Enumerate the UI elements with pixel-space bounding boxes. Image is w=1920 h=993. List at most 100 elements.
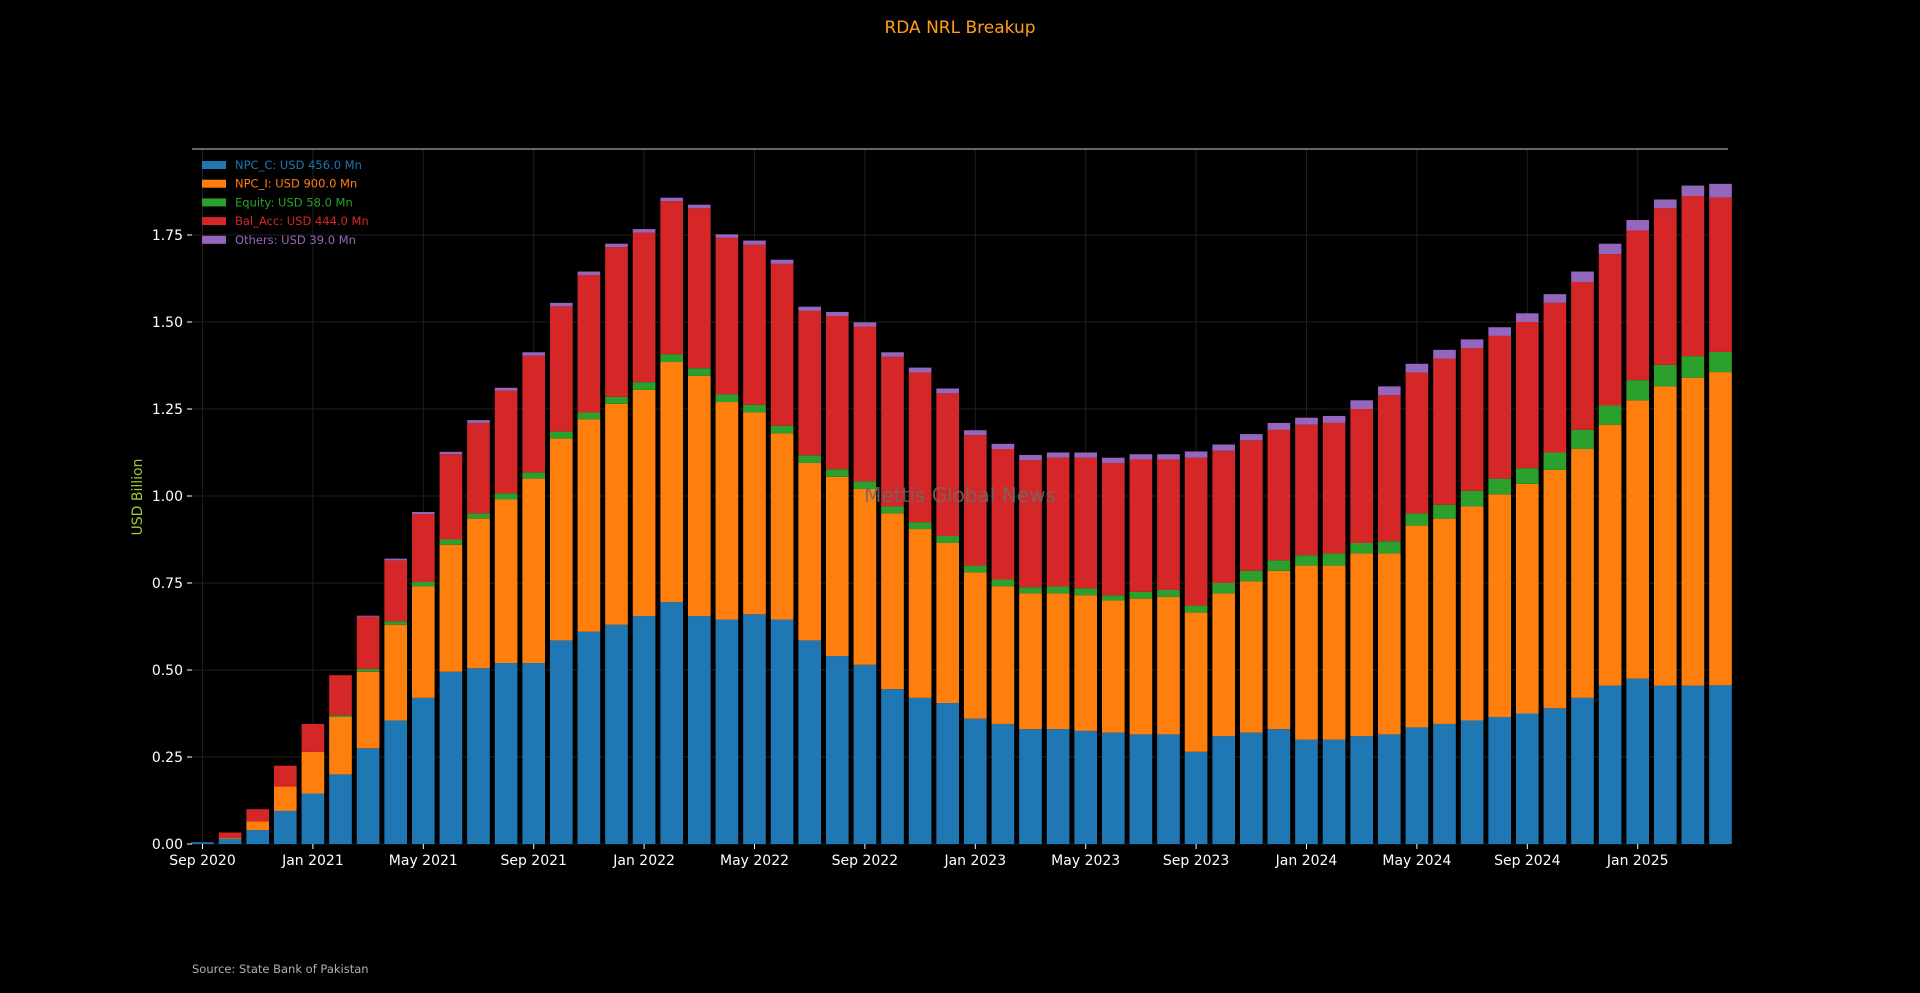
bar-segment-others [991,443,1015,450]
bar-segment-npc-i [632,389,656,617]
bar-segment-npc-i [1212,593,1236,737]
bar-segment-bal-acc [1377,395,1401,542]
bar-segment-equity [1515,468,1539,484]
bar-segment-equity [1322,553,1346,566]
bar-segment-others [798,306,822,311]
bar-segment-npc-c [384,720,408,844]
bar-segment-others [1377,386,1401,396]
bar-segment-npc-i [743,412,766,615]
bar-segment-equity [1046,586,1070,594]
bar-segment-others [908,367,932,373]
bar-segment-others [1239,434,1263,441]
bar-segment-equity [1460,490,1484,507]
bar-segment-bal-acc [577,275,601,413]
bar-segment-npc-i [1101,600,1125,733]
bar-segment-equity [549,431,573,439]
bar-segment-npc-i [384,624,408,721]
bar-segment-equity [991,579,1015,587]
bar-segment-others [1515,313,1539,322]
bar-segment-npc-c [356,748,380,844]
bar-segment-others [936,388,960,394]
bar-segment-npc-i [798,462,822,641]
bar-segment-npc-c [687,616,711,844]
bar-segment-bal-acc [991,449,1015,580]
bar-segment-equity [1709,351,1732,373]
bar-segment-others [1157,454,1180,460]
legend-swatch [202,161,226,169]
bar-segment-bal-acc [881,356,904,507]
bar-segment-npc-c [908,697,932,844]
bar-segment-npc-c [632,616,656,844]
bar-segment-bal-acc [1709,197,1732,352]
bar-segment-npc-i [715,402,739,620]
bar-segment-bal-acc [273,765,297,787]
bar-segment-npc-i [1709,372,1732,686]
bar-segment-npc-c [1074,730,1098,844]
bar-segment-bal-acc [411,514,435,582]
x-tick-label: Jan 2024 [1275,853,1338,869]
bar-segment-npc-c [1681,685,1705,844]
bar-segment-npc-i [936,542,960,704]
bar-segment-equity [411,581,435,587]
bar-segment-npc-c [1433,723,1456,844]
bar-segment-bal-acc [1460,348,1484,491]
y-tick-label: 1.00 [152,489,183,505]
legend-label: Bal_Acc: USD 444.0 Mn [235,214,369,228]
bar-segment-equity [1653,364,1677,387]
bar-segment-npc-c [1709,685,1732,844]
bar-segment-bal-acc [1350,409,1374,543]
bar-segment-bal-acc [936,393,960,537]
bar-segment-bal-acc [963,435,987,566]
bar-segment-bal-acc [356,616,380,669]
bar-segment-bal-acc [715,237,739,395]
bar-segment-equity [825,469,849,477]
bar-segment-bal-acc [1101,462,1125,596]
bar-segment-npc-c [1239,732,1263,844]
legend-swatch [202,217,226,226]
y-tick-label: 1.50 [152,315,183,331]
bar-segment-npc-i [687,375,711,617]
x-tick-label: Sep 2021 [500,853,566,869]
bar-segment-others [494,387,518,391]
legend-swatch [202,179,226,188]
bar-segment-bal-acc [1543,302,1567,453]
bar-segment-npc-c [881,689,904,844]
bar-segment-others [1267,422,1291,430]
bar-segment-equity [1571,429,1594,450]
bar-segment-bal-acc [329,675,352,716]
bar-segment-npc-i [246,821,270,831]
bar-segment-npc-c [1212,736,1236,844]
chart-title: RDA NRL Breakup [884,18,1035,38]
bar-segment-npc-i [1405,525,1429,728]
bar-segment-equity [743,404,766,413]
bar-segment-bal-acc [605,247,628,397]
bar-segment-others [1019,454,1042,461]
bar-segment-equity [1074,588,1098,596]
bar-segment-npc-c [1515,713,1539,844]
bar-segment-bal-acc [384,560,408,622]
bar-segment-npc-i [1046,593,1070,730]
bar-segment-others [1074,452,1098,458]
bar-segment-npc-i [1350,553,1374,737]
bar-segment-equity [1267,560,1291,571]
bar-segment-npc-c [660,602,684,844]
bar-segment-equity [963,565,987,573]
source-note: Source: State Bank of Pakistan [192,962,369,976]
bar-segment-npc-c [411,697,435,844]
bar-segment-others [1626,220,1650,231]
bar-segment-equity [1405,513,1429,526]
bar-segment-npc-c [715,619,739,844]
x-tick-label: Jan 2023 [943,853,1006,869]
bar-segment-others [439,451,463,455]
bar-segment-npc-i [1157,596,1180,735]
bar-segment-bal-acc [1019,460,1042,588]
bar-segment-npc-c [605,624,628,844]
x-axis-ticks: Sep 2020 Jan 2021 May 2021 Sep 2021 Jan 2022… [169,844,1669,869]
bar-segment-equity [329,715,352,717]
bar-segment-npc-c [1653,685,1677,844]
bar-segment-equity [1626,380,1650,401]
bar-segment-others [660,197,684,202]
bar-segment-others [1322,415,1346,423]
bar-segment-others [743,240,766,245]
bar-segment-bal-acc [1405,372,1429,514]
